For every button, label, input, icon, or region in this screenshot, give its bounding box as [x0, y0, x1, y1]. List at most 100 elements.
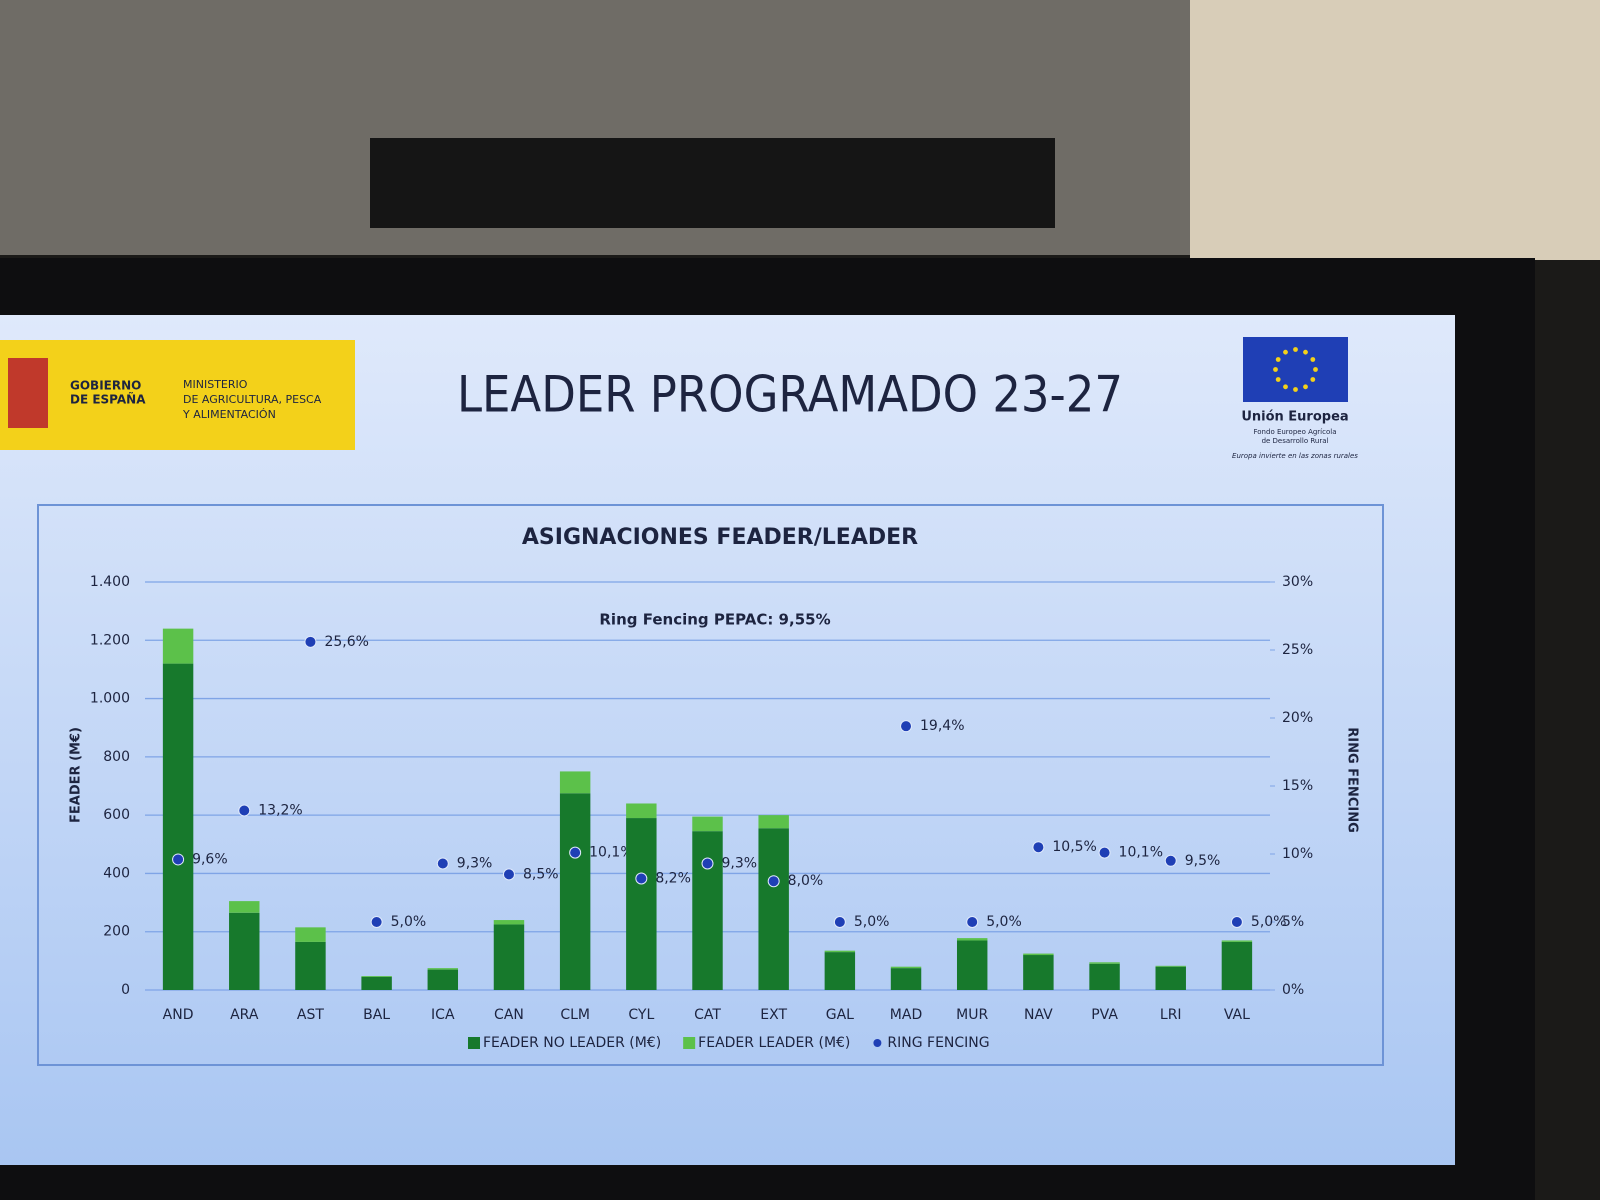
y2-tick-label: 5% [1282, 914, 1304, 930]
x-tick-label: LRI [1160, 1007, 1182, 1023]
data-label: 19,4% [920, 718, 964, 734]
data-label: 9,3% [457, 856, 493, 872]
bar-segment [229, 912, 260, 990]
y-tick-label: 0 [121, 982, 130, 998]
bar-segment [162, 628, 194, 664]
legend-label: FEADER NO LEADER (M€) [483, 1035, 661, 1051]
y-tick-label: 1.000 [90, 691, 130, 707]
x-tick-label: AST [297, 1007, 324, 1023]
ministry-text: Y ALIMENTACIÓN [182, 408, 276, 421]
eu-star [1310, 377, 1316, 382]
x-tick-label: CAN [494, 1007, 524, 1023]
data-label: 5,0% [986, 914, 1022, 930]
slide [0, 315, 1455, 1165]
bar-segment [758, 828, 789, 990]
data-label: 5,0% [391, 914, 427, 930]
bar-segment [1089, 963, 1120, 990]
bar-segment [692, 831, 723, 990]
eu-motto: Europa invierte en las zonas rurales [1232, 452, 1358, 460]
eu-star [1303, 384, 1308, 390]
ring-fencing-point [1098, 846, 1111, 859]
ring-fencing-point [502, 868, 515, 881]
bar-segment [361, 976, 392, 990]
eu-star [1303, 349, 1308, 355]
chart-title: ASIGNACIONES FEADER/LEADER [522, 525, 918, 550]
bar-segment [626, 818, 657, 990]
bar-segment [758, 815, 789, 829]
eu-star [1293, 387, 1298, 392]
data-label: 5,0% [854, 914, 890, 930]
ring-fencing-point [767, 875, 780, 888]
y-tick-label: 600 [103, 807, 130, 823]
y2-tick-label: 25% [1282, 642, 1313, 658]
ministry-text: MINISTERIO [183, 378, 248, 391]
data-label: 8,0% [788, 873, 824, 889]
bar-segment [692, 816, 723, 832]
eu-star [1275, 357, 1281, 362]
eu-star [1283, 384, 1288, 390]
bar-segment [162, 663, 194, 990]
x-tick-label: CYL [628, 1007, 654, 1023]
x-tick-label: BAL [363, 1007, 390, 1023]
eu-fund: de Desarrollo Rural [1262, 437, 1329, 445]
x-tick-label: NAV [1024, 1007, 1053, 1023]
eu-flag [1243, 337, 1348, 402]
eu-star [1273, 367, 1278, 372]
bar-segment [1155, 966, 1186, 990]
bar-segment [956, 940, 988, 990]
bar-segment [559, 793, 591, 990]
y2-tick-label: 20% [1282, 710, 1313, 726]
y-tick-label: 400 [103, 865, 130, 881]
bar-segment [427, 968, 459, 970]
bar-segment [295, 941, 326, 990]
y-tick-label: 800 [103, 749, 130, 765]
x-tick-label: VAL [1224, 1007, 1250, 1023]
ring-fencing-point [833, 916, 846, 928]
y2-tick-label: 0% [1282, 982, 1304, 998]
y-axis-label: FEADER (M€) [69, 727, 84, 823]
eu-star [1313, 367, 1318, 372]
gov-text: DE ESPAÑA [70, 392, 146, 407]
bar-segment [559, 771, 591, 794]
ring-fencing-point [966, 916, 979, 928]
y2-axis-label: RING FENCING [1345, 727, 1360, 833]
bar-segment [824, 952, 856, 990]
y-tick-label: 1.200 [90, 632, 130, 648]
y-tick-label: 200 [103, 924, 130, 940]
x-tick-label: ARA [230, 1007, 259, 1023]
x-tick-label: MUR [956, 1007, 988, 1023]
bar-segment [1155, 965, 1186, 967]
data-label: 25,6% [324, 634, 368, 650]
eu-star [1283, 349, 1288, 355]
data-label: 5,0% [1251, 914, 1287, 930]
data-label: 13,2% [258, 802, 302, 818]
data-label: 8,5% [523, 866, 559, 882]
gov-banner [0, 340, 355, 450]
bar-segment [956, 938, 988, 941]
legend-label: FEADER LEADER (M€) [698, 1035, 850, 1051]
data-label: 9,5% [1185, 853, 1221, 869]
ring-fencing-point [436, 857, 449, 870]
ring-fencing-point [1164, 854, 1177, 867]
data-label: 10,5% [1052, 839, 1096, 855]
ring-fencing-point [304, 635, 317, 648]
bar-segment [427, 969, 459, 990]
legend-marker [468, 1037, 480, 1049]
x-tick-label: EXT [760, 1007, 787, 1023]
ring-fencing-point [569, 846, 582, 859]
data-label: 8,2% [655, 870, 691, 886]
ministry-text: DE AGRICULTURA, PESCA [183, 393, 322, 406]
eu-star [1293, 347, 1298, 352]
bar-segment [1023, 955, 1054, 990]
bar-segment [1089, 962, 1120, 964]
ring-fencing-point [1230, 916, 1243, 928]
bar-segment [890, 966, 922, 969]
ring-fencing-point [238, 804, 251, 817]
eu-name: Unión Europea [1241, 410, 1348, 425]
eu-star [1310, 357, 1316, 362]
bar-segment [824, 950, 856, 953]
y2-tick-label: 10% [1282, 846, 1313, 862]
bar-segment [1221, 941, 1253, 990]
